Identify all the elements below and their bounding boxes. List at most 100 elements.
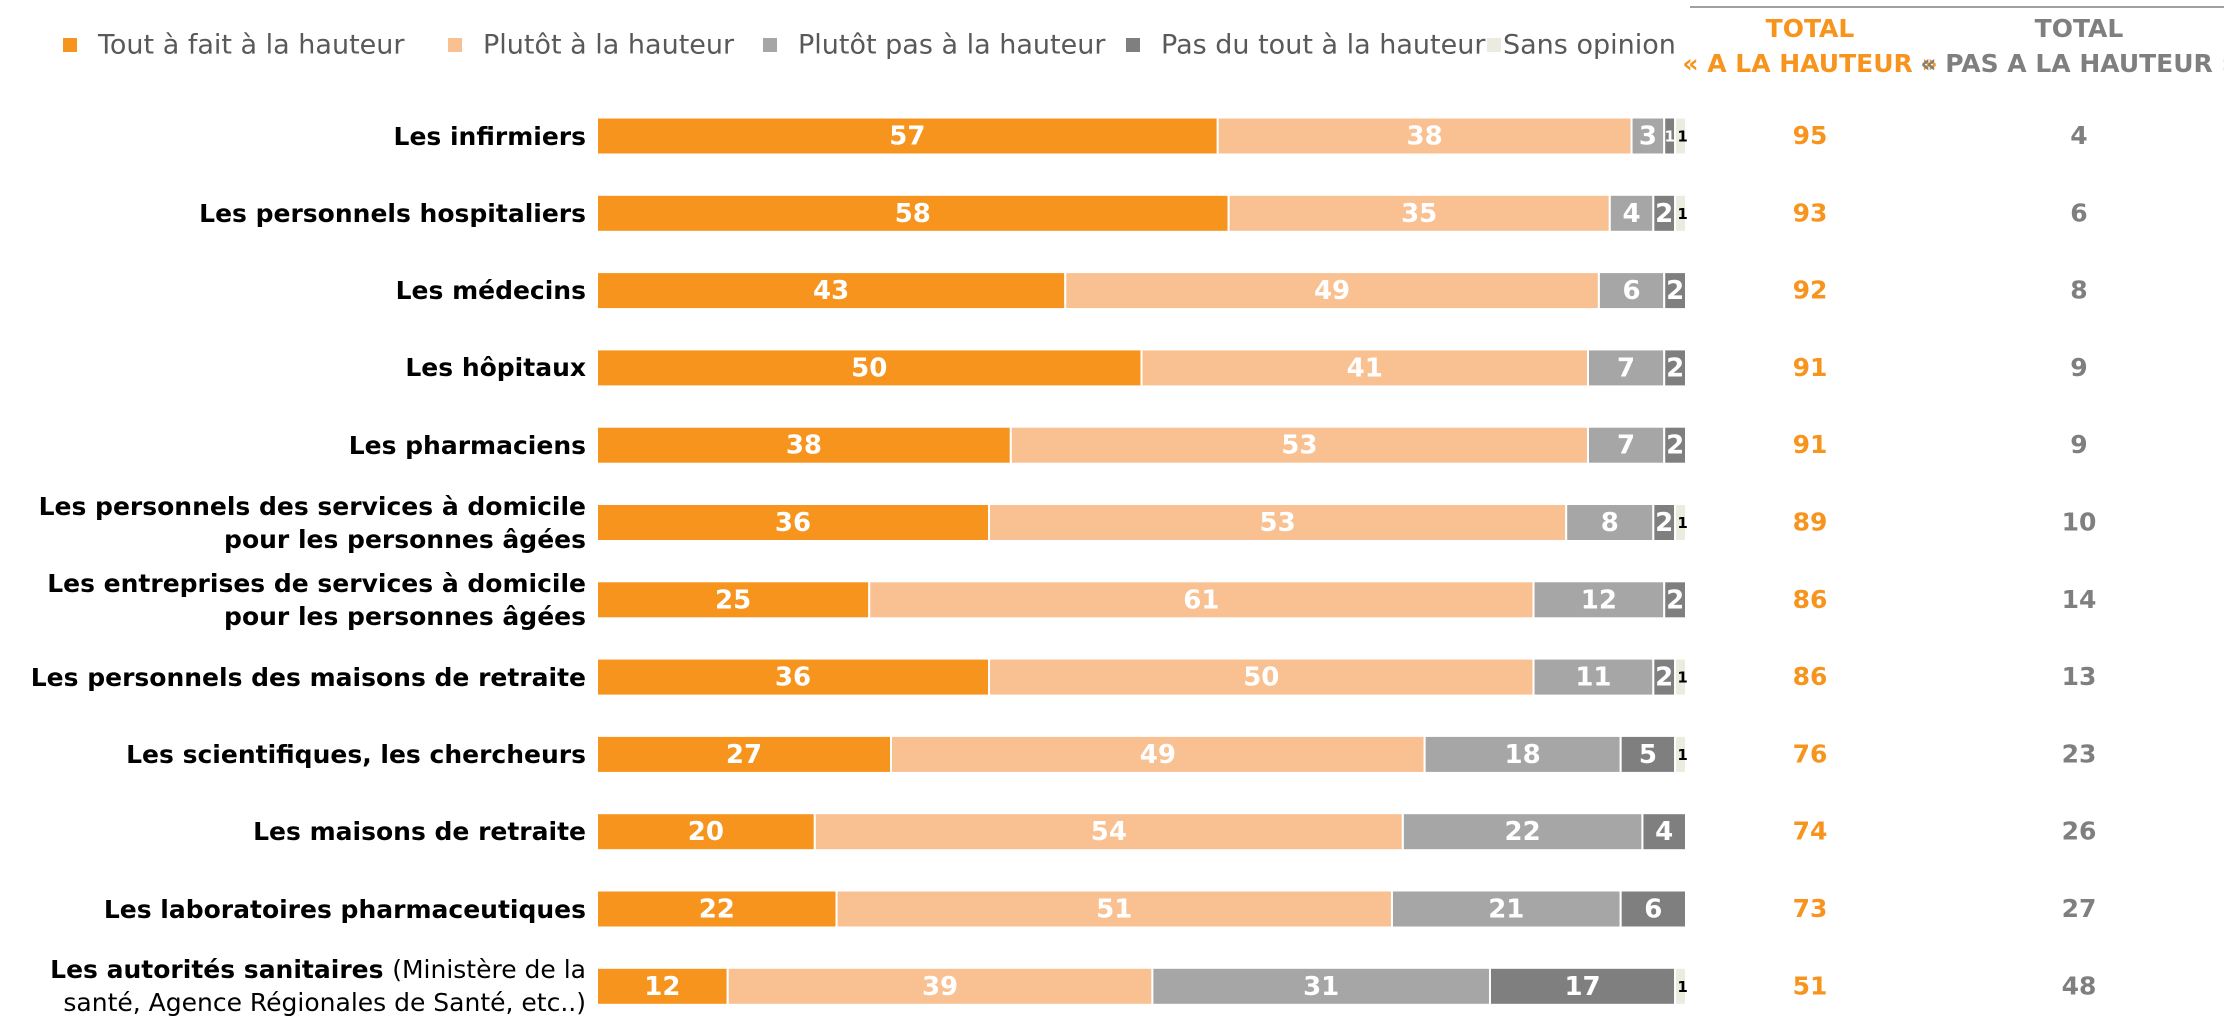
total-value: 76 [1793,739,1828,768]
value-label: 53 [1260,508,1296,538]
total-value: 95 [1793,121,1828,150]
value-label: 31 [1303,972,1339,1002]
category-text: Les maisons de retraite [253,817,586,847]
legend-label: Pas du tout à la hauteur [1161,30,1486,61]
legend-label: Tout à fait à la hauteur [97,30,405,61]
bar-segment [1532,657,1655,697]
category-text: Les personnels des services à domicile p… [38,491,586,554]
value-label: 1 [1677,205,1687,223]
bar-segment [1619,734,1677,774]
legend-label: Sans opinion [1503,30,1676,61]
bar-segment [1663,271,1687,311]
bar-segment [1586,348,1666,388]
value-label: 27 [726,740,762,770]
category-label: Les maisons de retraite [6,815,586,848]
total-value: 9 [2070,430,2087,459]
category-text: Les pharmaciens [348,430,586,460]
value-label: 6 [1644,895,1662,925]
value-label: 2 [1666,276,1684,306]
value-label: 1 [1677,514,1687,532]
total-value: 27 [2062,894,2097,923]
bar-segment [835,889,1393,929]
total-value: 91 [1793,430,1828,459]
bar-segment [596,271,1067,311]
total-value: 4 [2070,121,2087,150]
value-label: 50 [851,353,887,383]
category-label: Les médecins [6,274,586,307]
category-text: Les scientifiques, les chercheurs [126,739,586,769]
value-label: 2 [1666,431,1684,461]
total-value: 48 [2062,971,2097,1000]
category-text: Les infirmiers [393,121,586,151]
value-label: 54 [1091,817,1127,847]
value-label: 12 [644,972,680,1002]
category-text: Les laboratoires pharmaceutiques [103,894,586,924]
value-label: 7 [1617,431,1635,461]
value-label: 2 [1655,508,1673,538]
value-label: 43 [813,276,849,306]
value-label: 36 [775,663,811,693]
total-value: 89 [1793,508,1828,537]
bar-segment [1663,348,1687,388]
value-label: 3 [1639,122,1657,152]
legend-label: Plutôt pas à la hauteur [798,30,1106,61]
bar-segment [596,193,1230,233]
value-label: 49 [1140,740,1176,770]
value-label: 11 [1575,663,1611,693]
total-value: 86 [1793,585,1828,614]
bar-segment [1608,193,1655,233]
value-label: 5 [1639,740,1657,770]
total-value: 13 [2062,662,2097,691]
bar-segment [1586,425,1666,465]
value-label: 21 [1488,895,1524,925]
value-label: 12 [1581,585,1617,615]
category-label: Les hôpitaux [6,351,586,384]
category-label: Les entreprises de services à domicile p… [6,567,586,633]
total-value: 74 [1793,817,1828,846]
bar-segment [1423,734,1622,774]
total-value: 14 [2062,585,2097,614]
category-text: Les personnels hospitaliers [199,198,586,228]
bar-segment [1390,889,1622,929]
category-note: (Ministère de la santé, Agence Régionale… [63,955,586,1018]
value-label: 20 [688,817,724,847]
value-label: 1 [1677,128,1687,146]
bar-segment [1674,503,1687,542]
bar-segment [1227,193,1611,233]
value-label: 57 [889,122,925,152]
total-value: 23 [2062,739,2097,768]
legend-swatch [763,38,777,52]
value-label: 35 [1401,199,1437,229]
bar-segment [596,348,1143,388]
category-label: Les pharmaciens [6,429,586,462]
value-label: 2 [1666,353,1684,383]
value-label: 1 [1677,746,1687,764]
category-label: Les scientifiques, les chercheurs [6,738,586,771]
bar-segment [1619,889,1688,929]
total-header: TOTAL [2035,14,2124,43]
bar-segment [596,503,991,542]
legend-swatch [63,38,77,52]
bar-segment [596,657,991,697]
bar-segment [596,734,893,774]
value-label: 22 [1505,817,1541,847]
bar-segment [1641,812,1687,852]
category-text: Les personnels des maisons de retraite [30,662,586,692]
bar-segment [1532,580,1666,620]
bar-segment [1674,966,1687,1006]
category-label: Les personnels hospitaliers [6,197,586,230]
category-text: Les hôpitaux [405,353,586,383]
value-label: 49 [1314,276,1350,306]
value-label: 2 [1655,199,1673,229]
category-text: Les autorités sanitaires [50,955,384,985]
value-label: 7 [1617,353,1635,383]
bar-segment [596,966,729,1006]
value-label: 51 [1096,895,1132,925]
total-value: 9 [2070,353,2087,382]
value-label: 38 [786,431,822,461]
total-header: « A LA HAUTEUR » [1682,49,1937,78]
total-value: 51 [1793,971,1828,1000]
bar-segment [726,966,1154,1006]
bar-segment [890,734,1426,774]
